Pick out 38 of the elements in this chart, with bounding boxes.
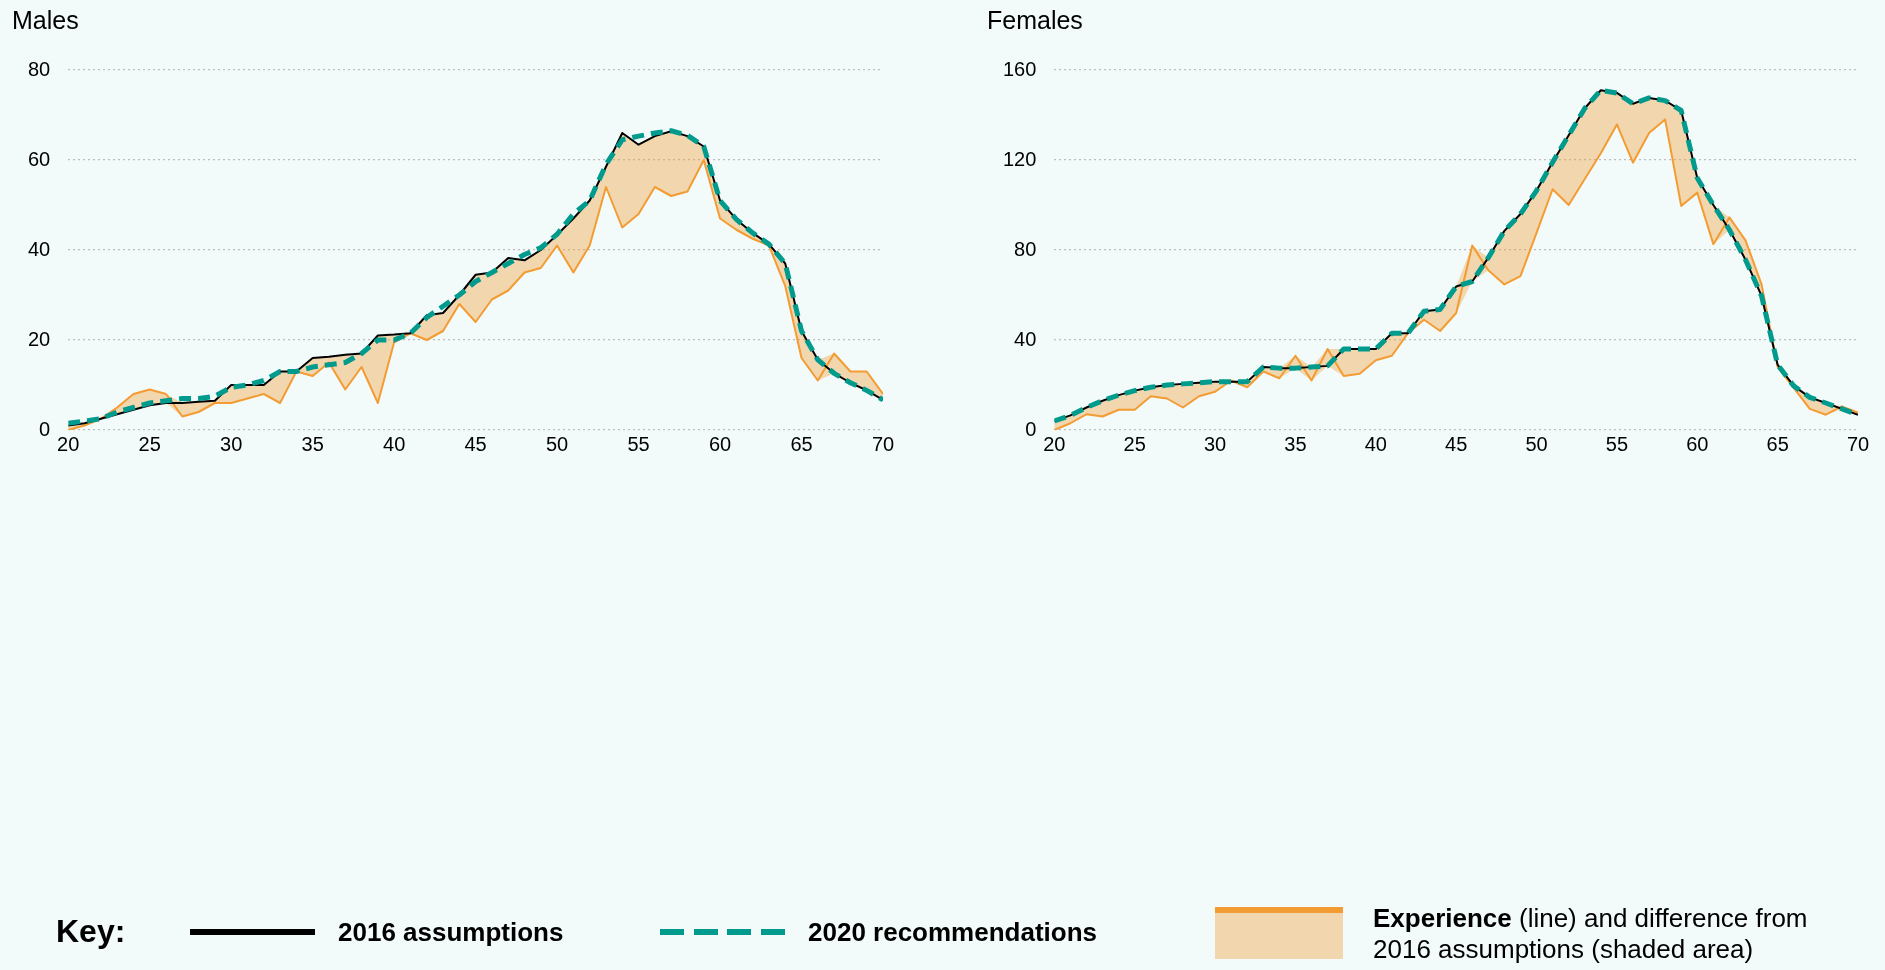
x-tick-label: 45 bbox=[1445, 432, 1468, 455]
y-tick-label: 40 bbox=[1014, 327, 1037, 350]
x-tick-label: 30 bbox=[1203, 432, 1227, 455]
y-tick-label: 40 bbox=[28, 237, 51, 260]
x-tick-label: 65 bbox=[790, 432, 813, 455]
x-tick-label: 60 bbox=[708, 432, 732, 455]
legend-label: 2016 assumptions bbox=[338, 917, 564, 948]
x-tick-label: 40 bbox=[383, 432, 406, 455]
x-tick-label: 55 bbox=[627, 432, 650, 455]
x-tick-label: 25 bbox=[1123, 432, 1146, 455]
y-tick-label: 60 bbox=[28, 147, 51, 170]
chart-title: Females bbox=[987, 6, 1083, 35]
x-tick-label: 20 bbox=[57, 432, 80, 455]
y-tick-label: 80 bbox=[28, 57, 51, 80]
y-tick-label: 160 bbox=[1002, 57, 1037, 80]
x-tick-label: 45 bbox=[464, 432, 487, 455]
y-tick-label: 0 bbox=[39, 417, 51, 440]
x-tick-label: 70 bbox=[871, 432, 895, 455]
chart-title: Males bbox=[12, 6, 79, 35]
x-tick-label: 50 bbox=[1525, 432, 1548, 455]
x-tick-label: 65 bbox=[1766, 432, 1789, 455]
y-tick-label: 0 bbox=[1025, 417, 1037, 440]
legend-title: Key: bbox=[56, 913, 126, 950]
x-tick-label: 55 bbox=[1605, 432, 1629, 455]
y-tick-label: 120 bbox=[1002, 147, 1037, 170]
x-tick-label: 40 bbox=[1364, 432, 1387, 455]
x-tick-label: 35 bbox=[301, 432, 324, 455]
x-tick-label: 25 bbox=[138, 432, 161, 455]
x-tick-label: 70 bbox=[1846, 432, 1870, 455]
legend-label: 2020 recommendations bbox=[808, 917, 1098, 948]
x-tick-label: 30 bbox=[220, 432, 243, 455]
x-tick-label: 50 bbox=[545, 432, 569, 455]
x-tick-label: 20 bbox=[1043, 432, 1066, 455]
legend-label: Experience (line) and difference from 2016 assumptions (shaded area) bbox=[1373, 903, 1809, 965]
x-tick-label: 35 bbox=[1284, 432, 1307, 455]
y-tick-label: 20 bbox=[28, 327, 51, 350]
x-tick-label: 60 bbox=[1686, 432, 1709, 455]
y-tick-label: 80 bbox=[1014, 237, 1037, 260]
